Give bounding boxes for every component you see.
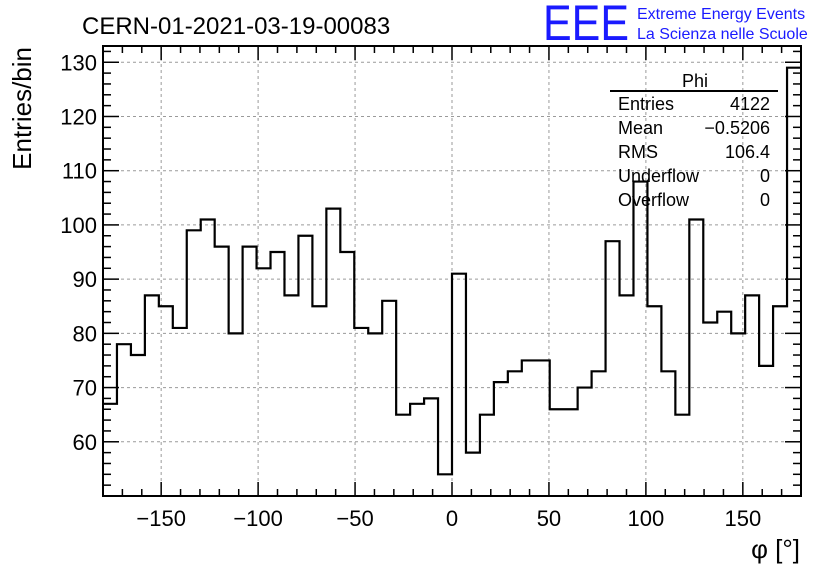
stats-label: RMS (618, 142, 658, 162)
y-tick-label: 60 (73, 430, 97, 455)
brand-line-1: Extreme Energy Events (637, 6, 805, 23)
y-tick-label: 70 (73, 376, 97, 401)
eee-logo: EEE Extreme Energy Events La Scienza nel… (543, 0, 808, 51)
stats-box: Phi Entries 4122 Mean −0.5206 RMS 106.4 Underf… (610, 71, 778, 210)
stats-label: Mean (618, 118, 663, 138)
brand-line-2: La Scienza nelle Scuole (637, 26, 808, 43)
y-tick-label: 120 (60, 104, 97, 129)
stats-value: 4122 (730, 94, 770, 114)
stats-label: Underflow (618, 166, 700, 186)
histogram-line (103, 66, 801, 476)
y-tick-label: 100 (60, 213, 97, 238)
y-tick-label: 80 (73, 321, 97, 346)
x-axis: −150 −100 −50 0 50 100 150 (121, 46, 802, 531)
stats-title: Phi (682, 71, 708, 91)
stats-value: 106.4 (725, 142, 770, 162)
stats-value: 0 (760, 166, 770, 186)
y-tick-label: 130 (60, 50, 97, 75)
chart-title: CERN-01-2021-03-19-00083 (82, 13, 390, 40)
logo-text: EEE (543, 0, 629, 51)
stats-label: Overflow (618, 190, 690, 210)
x-tick-label: 50 (537, 506, 561, 531)
y-axis-label: Entries/bin (7, 47, 37, 170)
x-tick-label: 150 (724, 506, 761, 531)
stats-value: −0.5206 (704, 118, 770, 138)
y-tick-label: 110 (62, 159, 97, 184)
x-axis-label: φ [°] (751, 534, 800, 564)
x-tick-label: 0 (446, 506, 458, 531)
stats-label: Entries (618, 94, 674, 114)
x-tick-label: −150 (136, 506, 186, 531)
stats-value: 0 (760, 190, 770, 210)
x-tick-label: 100 (628, 506, 665, 531)
x-tick-label: −100 (233, 506, 283, 531)
y-tick-label: 90 (73, 267, 97, 292)
x-tick-label: −50 (336, 506, 373, 531)
y-axis: 60 70 80 90 100 110 120 130 (60, 50, 801, 486)
